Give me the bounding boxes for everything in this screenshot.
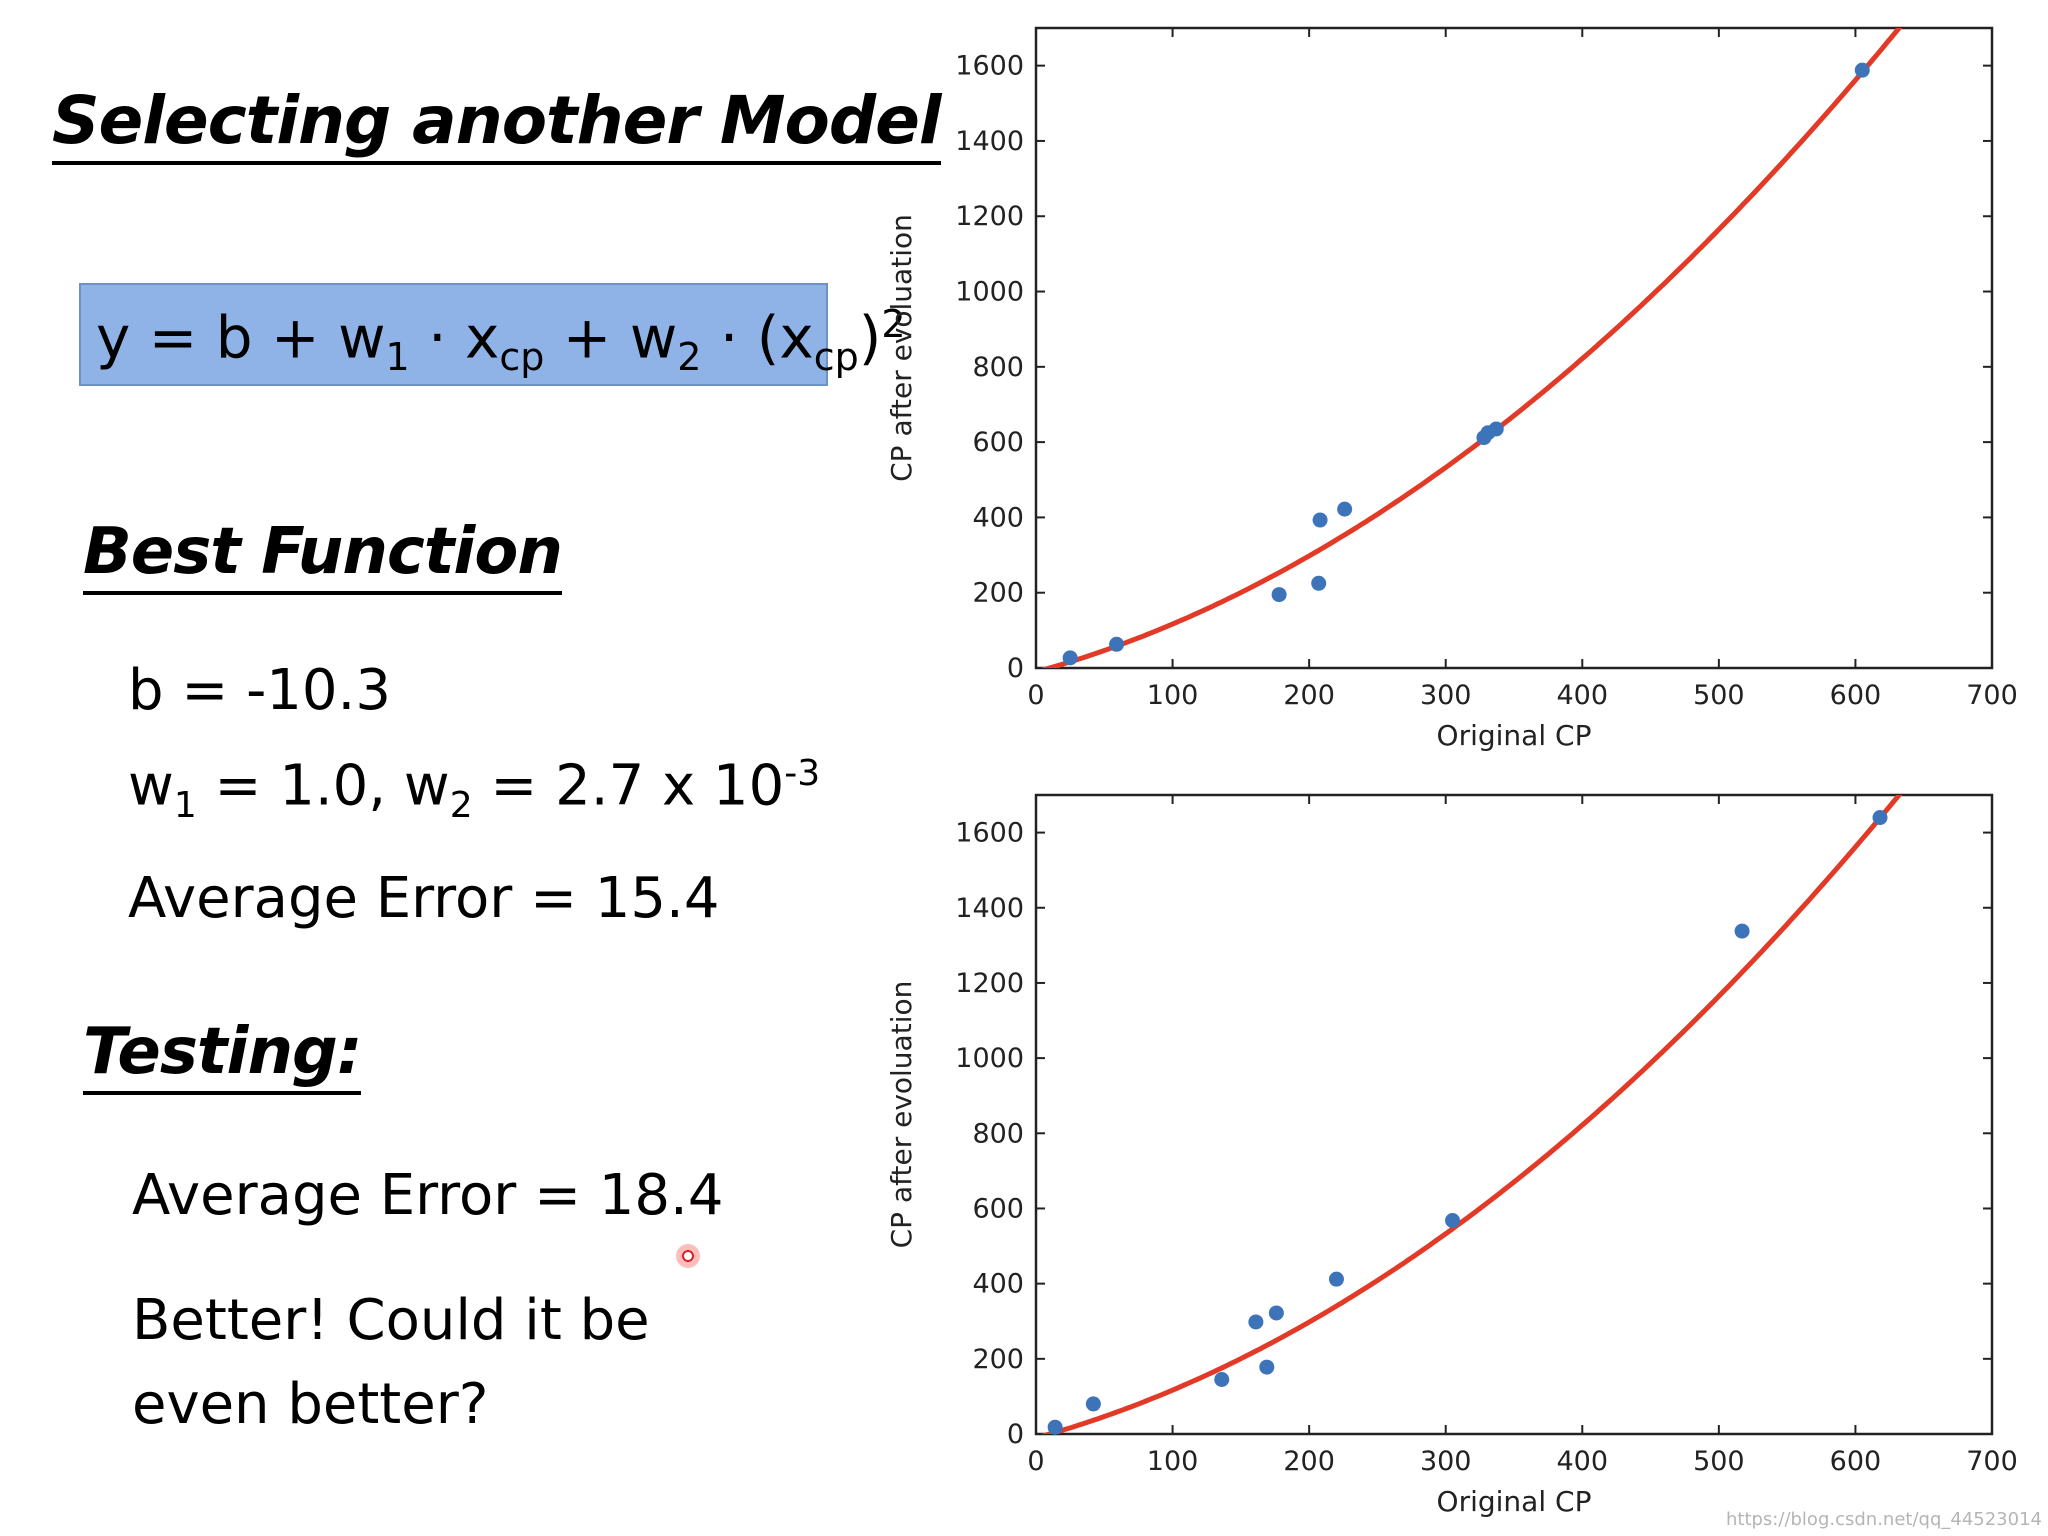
train-xtick-label: 700 <box>1966 680 2018 711</box>
watermark: https://blog.csdn.net/qq_44523014 <box>1725 1509 2042 1530</box>
test-ytick-label: 200 <box>972 1344 1024 1375</box>
train-fitted-curve <box>1040 28 1903 668</box>
train-xtick-label: 400 <box>1557 680 1609 711</box>
test-ytick-label: 1200 <box>955 968 1024 999</box>
test-data-point <box>1872 810 1888 826</box>
train-ytick-label: 1000 <box>955 277 1024 308</box>
formula-box <box>79 283 828 386</box>
test-data-point <box>1328 1271 1344 1287</box>
train-xtick-label: 500 <box>1693 680 1745 711</box>
train-data-point <box>1109 636 1125 652</box>
test-data-point <box>1248 1314 1264 1330</box>
test-ytick-label: 400 <box>972 1269 1024 1300</box>
test-xtick-label: 600 <box>1830 1446 1882 1477</box>
train-ytick-label: 400 <box>972 502 1024 533</box>
train-x-axis-label: Original CP <box>1437 719 1592 752</box>
test-data-point <box>1085 1396 1101 1412</box>
train-xtick-label: 300 <box>1420 680 1472 711</box>
test-ytick-label: 600 <box>972 1193 1024 1224</box>
test-ytick-label: 1400 <box>955 893 1024 924</box>
remark-line-2: even better? <box>132 1372 489 1437</box>
test-xtick-label: 400 <box>1557 1446 1609 1477</box>
test-ytick-label: 800 <box>972 1118 1024 1149</box>
train-data-point <box>1854 62 1870 78</box>
model-formula: y = b + w1 · xcp + w2 · (xcp)2 <box>96 302 906 379</box>
test-data-point <box>1259 1359 1275 1375</box>
test-data-point <box>1734 923 1750 939</box>
train-ytick-label: 800 <box>972 352 1024 383</box>
test-ytick-label: 1000 <box>955 1043 1024 1074</box>
train-data-point <box>1337 501 1353 517</box>
train-y-axis-label: CP after evoluation <box>885 214 918 482</box>
test-xtick-label: 300 <box>1420 1446 1472 1477</box>
test-x-axis-label: Original CP <box>1437 1485 1592 1518</box>
test-data-point <box>1214 1371 1230 1387</box>
slide-title: Selecting another Model <box>52 82 942 165</box>
train-data-point <box>1271 587 1287 603</box>
test-plot-frame <box>1034 793 1994 1436</box>
train-data-point <box>1062 650 1078 666</box>
test-fitted-curve <box>1040 795 1903 1434</box>
test-data-point <box>1047 1419 1063 1435</box>
train-xtick-label: 600 <box>1830 680 1882 711</box>
bias-value: b = -10.3 <box>128 658 391 723</box>
train-xtick-label: 0 <box>1027 680 1044 711</box>
train-xtick-label: 100 <box>1147 680 1199 711</box>
test-ytick-label: 1600 <box>955 818 1024 849</box>
test-xtick-label: 100 <box>1147 1446 1199 1477</box>
test-xtick-label: 200 <box>1283 1446 1335 1477</box>
testing-average-error: Average Error = 18.4 <box>132 1163 724 1228</box>
train-xtick-label: 200 <box>1283 680 1335 711</box>
weights-value: w1 = 1.0, w2 = 2.7 x 10-3 <box>128 753 821 826</box>
training-average-error: Average Error = 15.4 <box>128 866 720 931</box>
train-plot-frame <box>1034 26 1994 670</box>
testing-heading: Testing: <box>83 1015 362 1095</box>
test-data-point <box>1445 1212 1461 1228</box>
train-data-point <box>1488 421 1504 437</box>
test-xtick-label: 700 <box>1966 1446 2018 1477</box>
train-ytick-label: 1200 <box>955 201 1024 232</box>
best-function-heading: Best Function <box>83 515 563 595</box>
train-ytick-label: 0 <box>1007 653 1024 684</box>
remark-line-1: Better! Could it be <box>132 1288 650 1353</box>
test-xtick-label: 0 <box>1027 1446 1044 1477</box>
pointer-cursor-icon <box>676 1244 700 1268</box>
test-y-axis-label: CP after evoluation <box>885 981 918 1249</box>
train-ytick-label: 1600 <box>955 51 1024 82</box>
train-ytick-label: 200 <box>972 578 1024 609</box>
test-data-point <box>1268 1305 1284 1321</box>
train-ytick-label: 1400 <box>955 126 1024 157</box>
train-data-point <box>1312 512 1328 528</box>
test-ytick-label: 0 <box>1007 1419 1024 1450</box>
test-xtick-label: 500 <box>1693 1446 1745 1477</box>
train-data-point <box>1311 575 1327 591</box>
train-ytick-label: 600 <box>972 427 1024 458</box>
